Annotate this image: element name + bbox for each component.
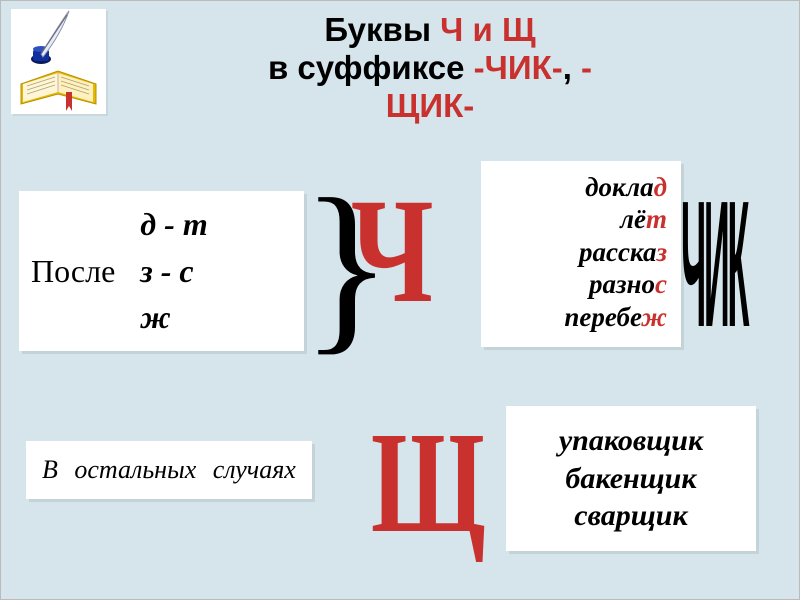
stem: лё [620,204,646,234]
ending: т [646,204,667,234]
ending: д [654,172,667,202]
dash: - [164,201,175,247]
title-text: , [563,49,581,86]
title-accent: - [581,49,592,86]
letter: т [183,201,208,247]
title-accent: Ч и Щ [440,11,535,48]
title-text: в суффиксе [268,49,474,86]
stem: докла [585,172,653,202]
letter-pairs: д-т з-с ж [140,201,207,340]
suffix-chik-label: ЧИК [681,161,747,368]
letter: с [179,248,193,294]
slide-title: Буквы Ч и Щ в суффиксе -ЧИК-, - ЩИК- [101,11,759,125]
example-word: бакенщик [520,460,742,498]
stem: разно [589,269,655,299]
quill-book-icon [11,9,106,114]
example-word: сварщик [520,497,742,535]
example-word: упаковщик [520,422,742,460]
other-cases-text: В остальных случаях [42,455,296,484]
title-accent: ЩИК- [386,87,474,124]
rule-after-card: После д-т з-с ж [19,191,304,351]
letter: д [140,201,156,247]
ending: з [656,237,667,267]
ending: ж [641,302,667,332]
after-label: После [31,253,115,290]
dash: - [161,248,172,294]
ending: с [655,269,667,299]
title-accent: -ЧИК- [474,49,563,86]
big-letter-ch: Ч [351,176,434,326]
other-cases-card: В остальных случаях [26,441,312,499]
stem: перебе [564,302,641,332]
examples-chik-card: доклад лёт рассказ разнос перебеж [481,161,681,347]
letter: ж [140,294,170,340]
stem: расска [579,237,656,267]
title-text: Буквы [324,11,440,48]
letter: з [140,248,152,294]
examples-shchik-card: упаковщик бакенщик сварщик [506,406,756,551]
big-letter-shch: Щ [371,411,486,556]
